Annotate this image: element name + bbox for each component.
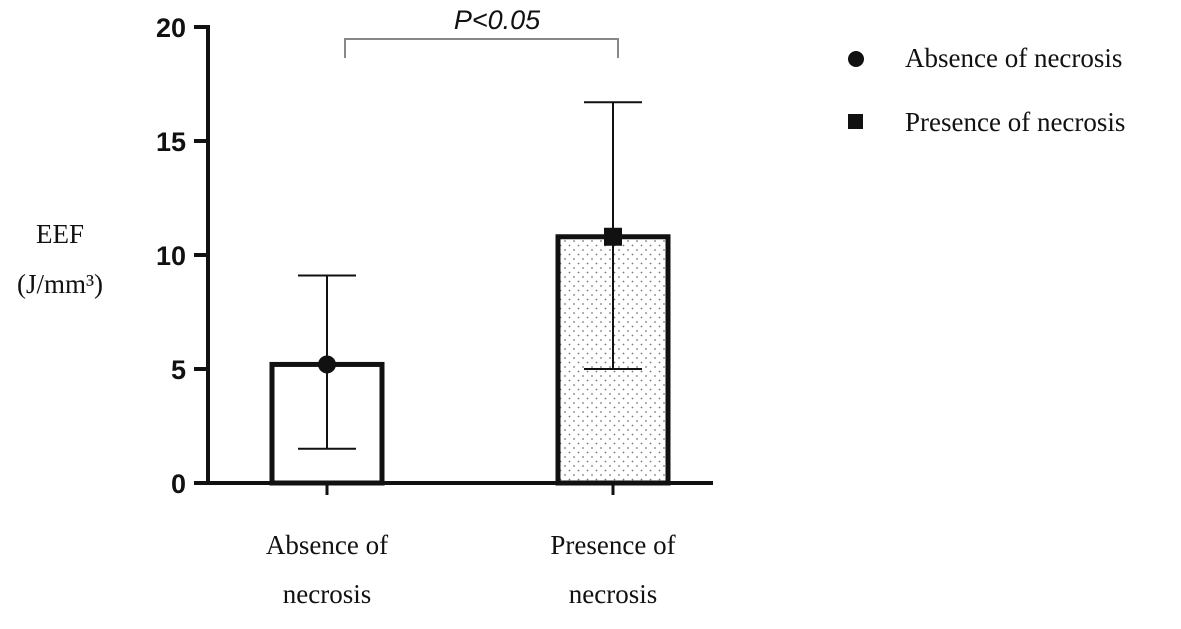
x-category-label: Presence of	[550, 530, 675, 560]
mean-marker-circle	[318, 355, 336, 374]
y-tick-label: 0	[171, 469, 186, 499]
x-category-label: necrosis	[569, 579, 657, 609]
x-category-label: necrosis	[283, 579, 371, 609]
y-tick-label: 15	[156, 127, 186, 157]
y-axis-label-line-2: (J/mm³)	[17, 269, 103, 299]
significance-bracket	[344, 38, 619, 58]
y-axis-label-line-1: EEF	[36, 219, 84, 249]
legend: Absence of necrosis Presence of necrosis	[848, 43, 1125, 137]
y-tick-label: 20	[156, 13, 186, 43]
legend-circle-marker	[848, 51, 864, 67]
legend-square-marker	[848, 114, 863, 129]
x-category-label: Absence of	[266, 530, 388, 560]
legend-label-absence: Absence of necrosis	[905, 43, 1122, 73]
legend-label-presence: Presence of necrosis	[905, 107, 1125, 137]
significance-annotation: P<0.05	[454, 5, 541, 35]
y-tick-label: 5	[171, 355, 186, 385]
y-tick-label: 10	[156, 241, 186, 271]
mean-marker-square	[604, 227, 622, 246]
